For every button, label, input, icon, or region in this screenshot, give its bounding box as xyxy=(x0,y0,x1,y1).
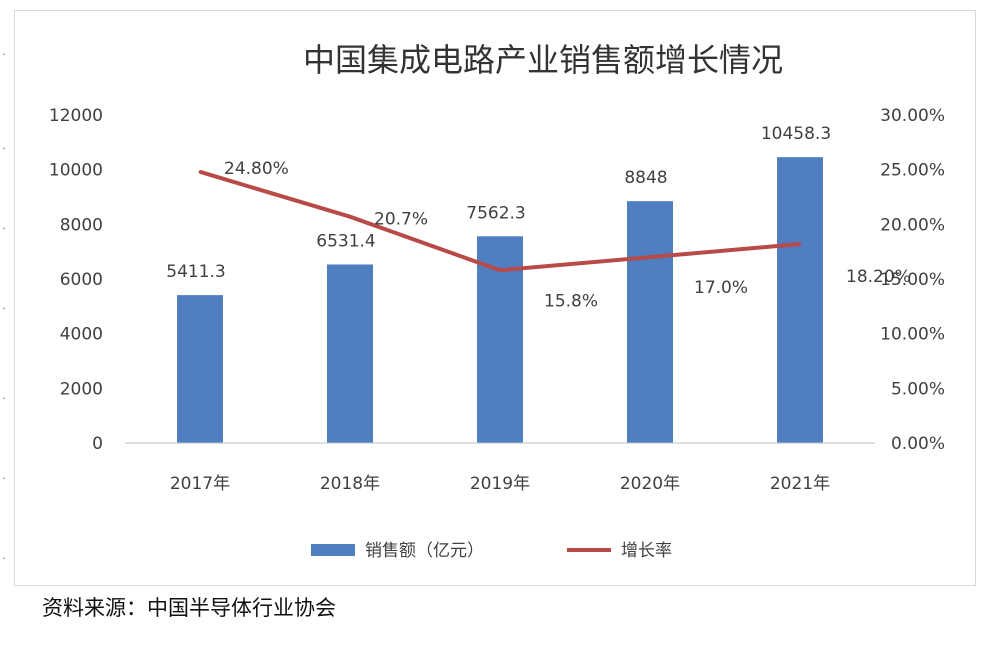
y-left-tick-label: 10000 xyxy=(49,161,103,181)
bar-2020年 xyxy=(627,201,673,443)
growth-rate-point xyxy=(498,268,502,272)
x-tick-label: 2019年 xyxy=(470,474,530,494)
bar-2021年 xyxy=(777,157,823,443)
legend-line-label: 增长率 xyxy=(621,541,672,561)
growth-rate-point xyxy=(648,255,652,259)
line-data-label: 24.80% xyxy=(224,159,289,179)
edge-mark: ˼ xyxy=(2,299,6,310)
y-right-tick-label: 20.00% xyxy=(880,215,945,235)
y-right-tick-label: 15.00% xyxy=(880,270,945,290)
edge-mark: ˼ xyxy=(2,549,6,560)
source-note: 资料来源：中国半导体行业协会 xyxy=(42,596,336,620)
edge-mark: ˼ xyxy=(2,139,6,150)
line-data-label: 17.0% xyxy=(694,278,748,298)
y-left-tick-label: 4000 xyxy=(60,325,103,345)
y-left-tick-label: 12000 xyxy=(49,106,103,126)
chart-frame: 中国集成电路产业销售额增长情况 0 2000 4000 6000 8000 10000 12… xyxy=(14,10,976,586)
x-tick-label: 2018年 xyxy=(320,474,380,494)
edge-mark: ˼ xyxy=(2,45,6,56)
line-data-label: 15.8% xyxy=(544,291,598,311)
bar-data-label: 5411.3 xyxy=(166,262,225,282)
y-right-tick-label: 25.00% xyxy=(880,161,945,181)
labels-layer: 5411.3 6531.4 7562.3 8848 10458.3 24.80% 20.7%… xyxy=(166,124,911,311)
bar-2017年 xyxy=(177,295,223,443)
y-right-tick-label: 30.00% xyxy=(880,106,945,126)
growth-rate-point xyxy=(198,170,202,174)
growth-rate-point xyxy=(348,215,352,219)
x-tick-label: 2020年 xyxy=(620,474,680,494)
bar-data-label: 8848 xyxy=(624,168,667,188)
axes-layer: 0 2000 4000 6000 8000 10000 12000 0.00% 5.00% 10.… xyxy=(49,106,945,494)
growth-rate-point xyxy=(798,242,802,246)
y-right-tick-label: 10.00% xyxy=(880,325,945,345)
bar-data-label: 6531.4 xyxy=(316,231,375,251)
legend: 销售额（亿元） 增长率 xyxy=(311,541,672,561)
chart-title: 中国集成电路产业销售额增长情况 xyxy=(303,41,783,79)
edge-mark: ˼ xyxy=(2,219,6,230)
x-tick-label: 2017年 xyxy=(170,474,230,494)
y-right-tick-label: 5.00% xyxy=(891,379,945,399)
bar-2018年 xyxy=(327,264,373,443)
combo-chart: 中国集成电路产业销售额增长情况 0 2000 4000 6000 8000 10000 12… xyxy=(49,41,945,561)
edge-mark: ˼ xyxy=(2,469,6,480)
legend-bar-label: 销售额（亿元） xyxy=(365,541,484,561)
y-left-tick-label: 2000 xyxy=(60,379,103,399)
y-left-tick-label: 0 xyxy=(92,434,103,454)
y-right-tick-label: 0.00% xyxy=(891,434,945,454)
bar-data-label: 7562.3 xyxy=(466,203,525,223)
edge-mark: ˼ xyxy=(2,389,6,400)
bars-layer xyxy=(177,157,823,443)
legend-bar-swatch xyxy=(311,544,355,556)
line-layer xyxy=(198,169,802,273)
line-data-label: 18.20% xyxy=(846,267,911,287)
line-data-label: 20.7% xyxy=(374,210,428,230)
y-left-tick-label: 6000 xyxy=(60,270,103,290)
x-tick-label: 2021年 xyxy=(770,474,830,494)
bar-data-label: 10458.3 xyxy=(761,124,831,144)
y-left-tick-label: 8000 xyxy=(60,215,103,235)
